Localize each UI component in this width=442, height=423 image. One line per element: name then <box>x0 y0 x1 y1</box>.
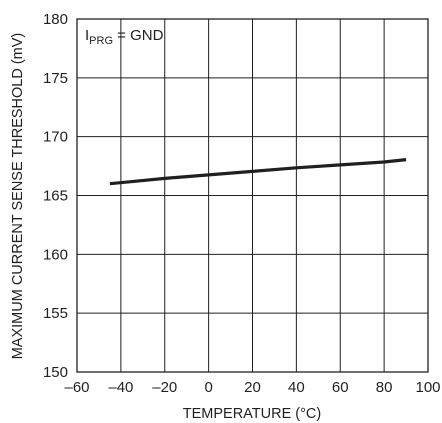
annotation-subscript: PRG <box>89 35 113 47</box>
annotation-main: I <box>85 27 89 44</box>
y-axis-title: MAXIMUM CURRENT SENSE THRESHOLD (mV) <box>10 33 26 360</box>
y-tick-label: 180 <box>43 11 68 28</box>
y-tick-label: 160 <box>43 246 68 263</box>
grid-lines <box>76 18 429 373</box>
x-tick-label: –60 <box>64 379 89 396</box>
x-tick-label: 0 <box>204 379 212 396</box>
series-group <box>109 158 407 186</box>
y-tick-label: 170 <box>43 129 68 146</box>
x-tick-label: 20 <box>244 379 261 396</box>
y-tick-labels: 150 155 160 165 170 175 180 <box>43 11 68 381</box>
y-tick-label: 165 <box>43 188 68 205</box>
x-tick-label: –40 <box>108 379 133 396</box>
chart-annotation: IPRG = GND <box>85 27 164 47</box>
x-tick-label: –20 <box>152 379 177 396</box>
y-tick-label: 150 <box>43 364 68 381</box>
plot-area-frame <box>76 18 429 373</box>
annotation-rest: = GND <box>113 27 164 44</box>
y-tick-label: 175 <box>43 70 68 87</box>
x-axis-title: TEMPERATURE (°C) <box>183 406 321 422</box>
series-line <box>109 158 407 186</box>
x-tick-labels: –60 –40 –20 0 20 40 60 80 100 <box>64 379 440 396</box>
x-tick-label: 40 <box>288 379 305 396</box>
x-tick-label: 100 <box>415 379 440 396</box>
y-tick-label: 155 <box>43 305 68 322</box>
x-tick-label: 60 <box>332 379 349 396</box>
x-tick-label: 80 <box>376 379 393 396</box>
